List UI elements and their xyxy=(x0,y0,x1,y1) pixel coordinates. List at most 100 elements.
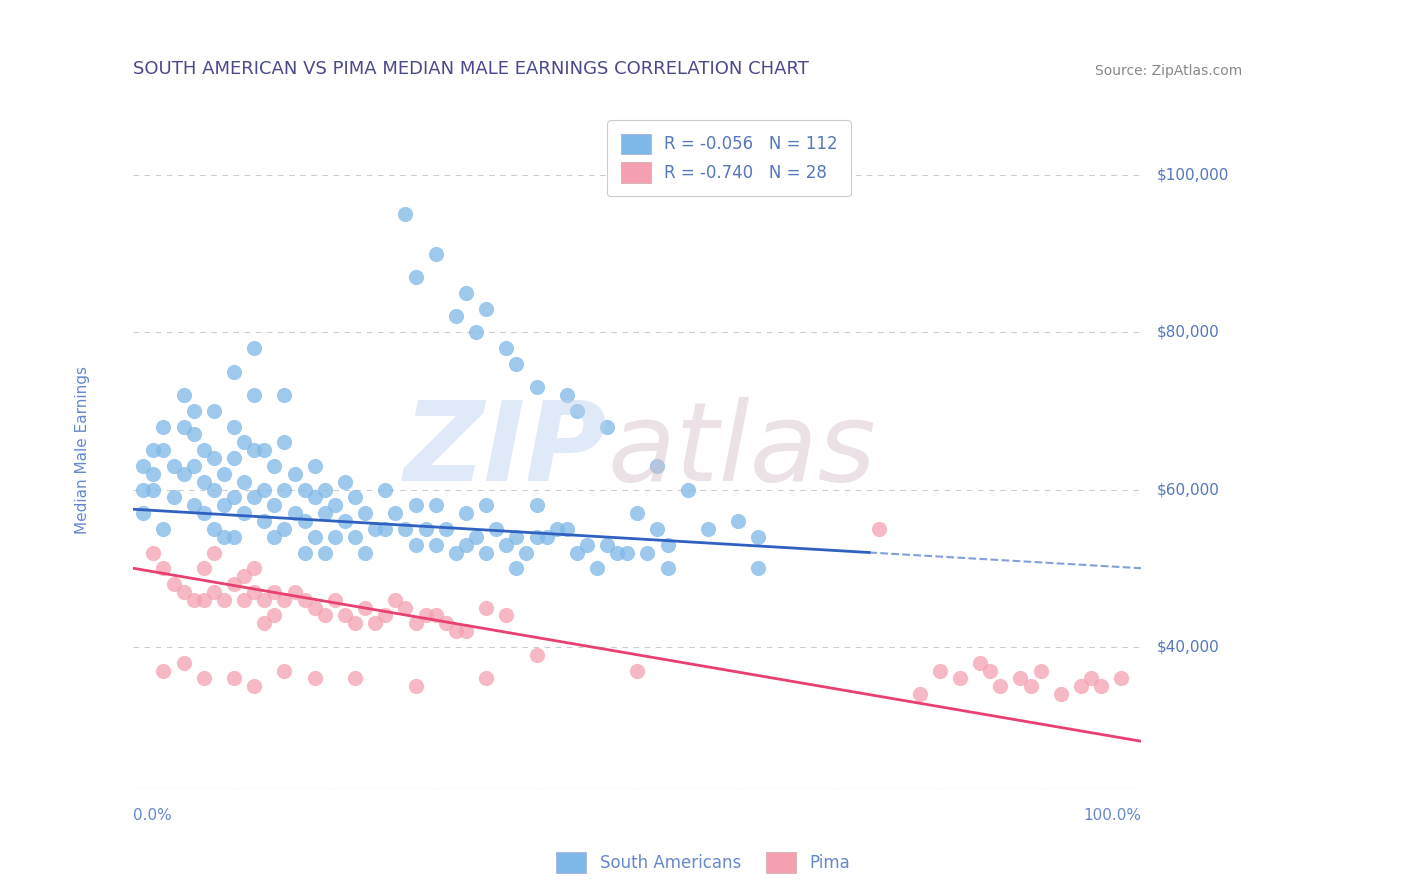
Point xyxy=(354,545,377,559)
Point xyxy=(374,608,396,623)
Point xyxy=(495,341,517,355)
Point xyxy=(173,388,195,402)
Text: 0.0%: 0.0% xyxy=(134,808,172,823)
Point xyxy=(868,522,890,536)
Point xyxy=(253,592,276,607)
Point xyxy=(354,600,377,615)
Point xyxy=(263,584,285,599)
Text: $40,000: $40,000 xyxy=(1157,640,1219,655)
Point xyxy=(344,530,367,544)
Point xyxy=(222,577,245,591)
Text: SOUTH AMERICAN VS PIMA MEDIAN MALE EARNINGS CORRELATION CHART: SOUTH AMERICAN VS PIMA MEDIAN MALE EARNI… xyxy=(134,60,808,78)
Point xyxy=(283,506,305,520)
Point xyxy=(727,514,749,528)
Point xyxy=(222,672,245,686)
Point xyxy=(425,246,447,260)
Point xyxy=(132,506,155,520)
Point xyxy=(575,538,598,552)
Point xyxy=(294,592,316,607)
Point xyxy=(183,404,205,418)
Point xyxy=(928,664,950,678)
Point xyxy=(212,592,235,607)
Point xyxy=(152,419,174,434)
Point xyxy=(696,522,718,536)
Point xyxy=(405,498,427,512)
Point xyxy=(193,506,215,520)
Point xyxy=(162,577,184,591)
Point xyxy=(243,341,266,355)
Point xyxy=(394,522,416,536)
Point xyxy=(183,592,205,607)
Point xyxy=(253,483,276,497)
Point xyxy=(273,435,295,450)
Point xyxy=(202,483,225,497)
Point xyxy=(596,538,619,552)
Point xyxy=(405,270,427,285)
Point xyxy=(344,491,367,505)
Point xyxy=(394,207,416,221)
Text: atlas: atlas xyxy=(607,397,876,504)
Point xyxy=(526,380,548,394)
Point xyxy=(142,467,165,481)
Point xyxy=(434,522,457,536)
Point xyxy=(243,491,266,505)
Point xyxy=(222,451,245,466)
Point xyxy=(193,592,215,607)
Legend: South Americans, Pima: South Americans, Pima xyxy=(550,846,856,880)
Point xyxy=(676,483,699,497)
Point xyxy=(212,498,235,512)
Point xyxy=(193,443,215,458)
Point xyxy=(152,522,174,536)
Point xyxy=(243,388,266,402)
Point xyxy=(263,608,285,623)
Point xyxy=(273,388,295,402)
Point xyxy=(212,467,235,481)
Point xyxy=(294,514,316,528)
Point xyxy=(555,522,578,536)
Point xyxy=(536,530,558,544)
Point xyxy=(969,656,991,670)
Point xyxy=(193,672,215,686)
Point xyxy=(273,483,295,497)
Point xyxy=(304,672,326,686)
Point xyxy=(454,506,477,520)
Point xyxy=(183,458,205,473)
Point xyxy=(263,530,285,544)
Point xyxy=(294,483,316,497)
Point xyxy=(233,592,256,607)
Point xyxy=(565,545,588,559)
Point xyxy=(314,483,336,497)
Point xyxy=(263,498,285,512)
Point xyxy=(1109,672,1132,686)
Point xyxy=(988,679,1011,693)
Point xyxy=(253,514,276,528)
Point xyxy=(616,545,638,559)
Point xyxy=(283,467,305,481)
Point xyxy=(233,506,256,520)
Point xyxy=(515,545,537,559)
Point xyxy=(202,451,225,466)
Point xyxy=(132,458,155,473)
Point xyxy=(475,301,498,316)
Point xyxy=(333,514,356,528)
Point xyxy=(555,388,578,402)
Point xyxy=(344,616,367,631)
Point xyxy=(173,419,195,434)
Point xyxy=(183,427,205,442)
Text: 100.0%: 100.0% xyxy=(1084,808,1142,823)
Point xyxy=(314,608,336,623)
Point xyxy=(394,600,416,615)
Point xyxy=(444,545,467,559)
Point xyxy=(636,545,658,559)
Point xyxy=(565,404,588,418)
Point xyxy=(152,561,174,575)
Point xyxy=(444,624,467,639)
Point xyxy=(647,458,669,473)
Point xyxy=(526,498,548,512)
Point xyxy=(273,522,295,536)
Point xyxy=(647,522,669,536)
Point xyxy=(173,656,195,670)
Point xyxy=(425,608,447,623)
Point xyxy=(374,522,396,536)
Point xyxy=(273,592,295,607)
